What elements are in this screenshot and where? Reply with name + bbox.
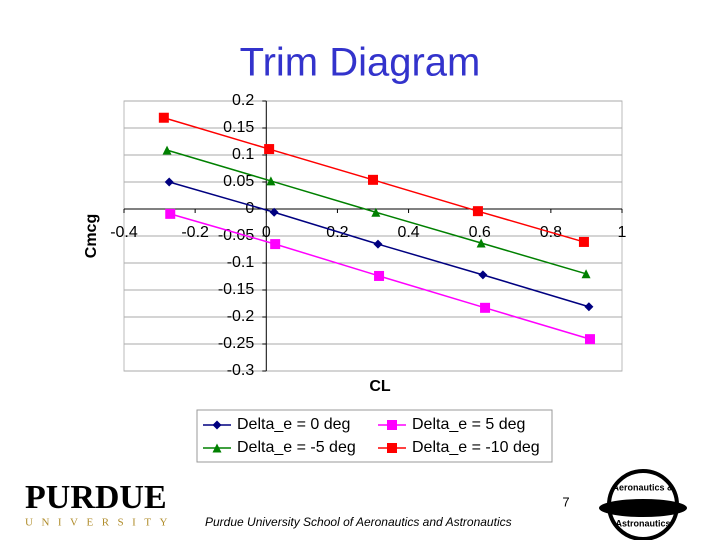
logo-subtitle: UNIVERSITY bbox=[25, 517, 176, 529]
legend-box bbox=[196, 409, 553, 463]
logo-name: PURDUE bbox=[25, 479, 167, 516]
badge: Aeronautics & Astronautics bbox=[599, 469, 687, 541]
x-tick-label: 1 bbox=[618, 224, 627, 241]
x-tick-label: -0.4 bbox=[110, 224, 138, 241]
point bbox=[480, 302, 491, 313]
chart-title: Trim Diagram bbox=[240, 41, 481, 85]
legend-label: Delta_e = 5 deg bbox=[412, 416, 525, 433]
point bbox=[264, 144, 275, 155]
legend-marker bbox=[212, 443, 222, 453]
y-tick-label: 0.15 bbox=[223, 119, 254, 136]
point bbox=[164, 177, 174, 187]
y-tick-label: -0.1 bbox=[227, 254, 255, 271]
point bbox=[578, 236, 589, 247]
point bbox=[165, 208, 176, 219]
y-tick-label: -0.3 bbox=[227, 362, 255, 379]
badge-band bbox=[599, 499, 687, 517]
point bbox=[158, 112, 169, 123]
point bbox=[472, 206, 483, 217]
x-axis-label: CL bbox=[369, 378, 391, 395]
x-tick-label: 0.6 bbox=[469, 224, 491, 241]
y-tick-label: -0.25 bbox=[218, 335, 255, 352]
point bbox=[368, 174, 378, 185]
point bbox=[581, 269, 591, 279]
footer: Purdue University School of Aeronautics … bbox=[205, 515, 512, 529]
point bbox=[373, 239, 383, 249]
legend-marker bbox=[387, 420, 397, 430]
point bbox=[584, 334, 595, 345]
x-tick-label: 0.2 bbox=[326, 224, 348, 241]
point bbox=[371, 207, 381, 217]
y-tick-label: 0.05 bbox=[223, 173, 254, 190]
x-tick-label: -0.2 bbox=[181, 224, 209, 241]
badge-top: Aeronautics & bbox=[612, 482, 674, 492]
legend-label: Delta_e = -10 deg bbox=[412, 439, 540, 456]
y-tick-label: -0.2 bbox=[227, 308, 255, 325]
legend-label: Delta_e = 0 deg bbox=[237, 416, 350, 433]
point bbox=[162, 145, 172, 155]
y-tick-label: 0.2 bbox=[232, 92, 254, 109]
point bbox=[374, 270, 385, 281]
point bbox=[270, 239, 281, 250]
y-tick-label: -0.05 bbox=[218, 227, 255, 244]
y-tick-label: -0.15 bbox=[218, 281, 255, 298]
point bbox=[584, 302, 594, 312]
legend-marker bbox=[387, 443, 397, 453]
y-tick-label: 0.1 bbox=[232, 146, 254, 163]
point bbox=[476, 238, 486, 248]
y-axis-label: Cmcg bbox=[83, 214, 100, 258]
point bbox=[269, 207, 279, 217]
page-number: 7 bbox=[562, 494, 569, 509]
legend-label: Delta_e = -5 deg bbox=[237, 439, 356, 456]
point bbox=[266, 176, 276, 186]
x-tick-label: 0.4 bbox=[397, 224, 419, 241]
point bbox=[478, 270, 488, 280]
purdue-logo: PURDUE UNIVERSITY bbox=[25, 479, 176, 529]
legend-marker bbox=[212, 420, 222, 430]
badge-bottom: Astronautics bbox=[615, 518, 670, 528]
